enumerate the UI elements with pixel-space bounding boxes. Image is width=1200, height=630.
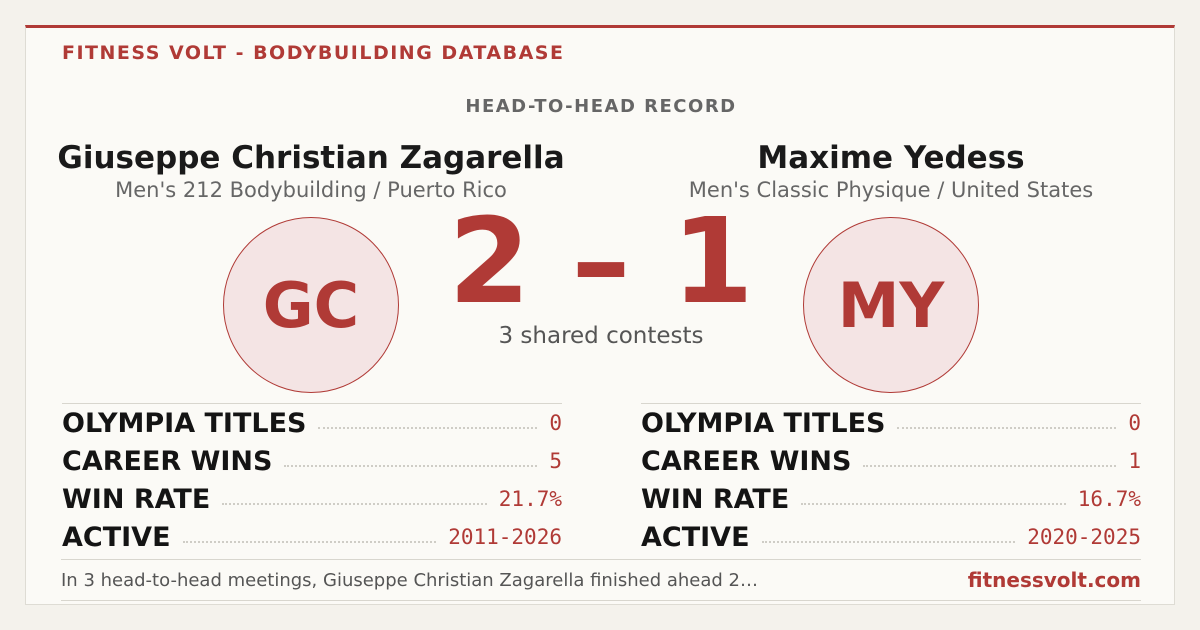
- stat-value: 5: [549, 449, 562, 473]
- stat-label: WIN RATE: [641, 483, 790, 515]
- leader: [222, 503, 487, 505]
- stat-label: ACTIVE: [62, 521, 171, 553]
- leader: [761, 541, 1016, 543]
- card: FITNESS VOLT - BODYBUILDING DATABASE HEA…: [25, 25, 1175, 605]
- leader: [182, 541, 437, 543]
- stat-label: CAREER WINS: [62, 445, 273, 477]
- stat-value: 2011-2026: [448, 525, 562, 549]
- stat-value: 1: [1128, 449, 1141, 473]
- stat-row: WIN RATE 16.7%: [641, 480, 1141, 518]
- section-title: HEAD-TO-HEAD RECORD: [465, 96, 737, 117]
- stat-value: 2020-2025: [1027, 525, 1141, 549]
- stat-label: ACTIVE: [641, 521, 750, 553]
- stats: OLYMPIA TITLES 0 CAREER WINS 5 WIN RATE 21.7%…: [62, 403, 562, 556]
- stat-label: WIN RATE: [62, 483, 211, 515]
- leader: [897, 427, 1117, 429]
- score: 2 – 1: [448, 192, 754, 330]
- stat-value: 0: [549, 411, 562, 435]
- athlete-name: Maxime Yedess: [757, 140, 1025, 176]
- leader: [801, 503, 1066, 505]
- stat-label: OLYMPIA TITLES: [62, 407, 307, 439]
- stat-value: 21.7%: [498, 487, 562, 511]
- stat-value: 0: [1128, 411, 1141, 435]
- leader: [284, 465, 538, 467]
- leader: [318, 427, 538, 429]
- athlete-name: Giuseppe Christian Zagarella: [57, 140, 565, 176]
- brand: FITNESS VOLT - BODYBUILDING DATABASE: [62, 42, 565, 64]
- stat-label: CAREER WINS: [641, 445, 852, 477]
- avatar: GC: [223, 217, 399, 393]
- stat-row: ACTIVE 2020-2025: [641, 518, 1141, 556]
- footer: In 3 head-to-head meetings, Giuseppe Chr…: [61, 559, 1141, 601]
- stats: OLYMPIA TITLES 0 CAREER WINS 1 WIN RATE 16.7%…: [641, 403, 1141, 556]
- shared-contests: 3 shared contests: [498, 323, 704, 349]
- summary: In 3 head-to-head meetings, Giuseppe Chr…: [61, 569, 758, 591]
- stat-row: WIN RATE 21.7%: [62, 480, 562, 518]
- stat-row: OLYMPIA TITLES 0: [641, 404, 1141, 442]
- stat-row: CAREER WINS 1: [641, 442, 1141, 480]
- athlete-subtitle: Men's 212 Bodybuilding / Puerto Rico: [115, 178, 507, 202]
- leader: [863, 465, 1117, 467]
- stat-label: OLYMPIA TITLES: [641, 407, 886, 439]
- url[interactable]: fitnessvolt.com: [967, 568, 1141, 592]
- stat-value: 16.7%: [1077, 487, 1141, 511]
- avatar: MY: [803, 217, 979, 393]
- stat-row: OLYMPIA TITLES 0: [62, 404, 562, 442]
- athlete-subtitle: Men's Classic Physique / United States: [688, 178, 1094, 202]
- stat-row: CAREER WINS 5: [62, 442, 562, 480]
- stat-row: ACTIVE 2011-2026: [62, 518, 562, 556]
